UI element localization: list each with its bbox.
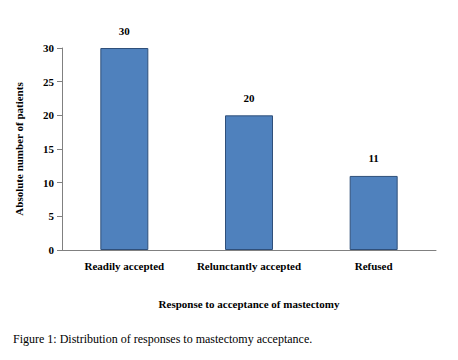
svg-text:Readily accepted: Readily accepted — [84, 260, 164, 272]
svg-text:15: 15 — [43, 143, 55, 155]
svg-text:30: 30 — [119, 25, 131, 37]
svg-text:Relunctantly accepted: Relunctantly accepted — [197, 260, 301, 272]
svg-text:Figure 1: Distribution of resp: Figure 1: Distribution of responses to m… — [13, 332, 312, 346]
svg-text:30: 30 — [43, 42, 55, 54]
svg-text:11: 11 — [368, 152, 378, 164]
svg-text:5: 5 — [49, 210, 55, 222]
svg-text:10: 10 — [43, 177, 55, 189]
svg-text:20: 20 — [43, 109, 55, 121]
svg-text:0: 0 — [49, 244, 55, 256]
svg-text:20: 20 — [244, 92, 256, 104]
svg-text:Response to acceptance of mast: Response to acceptance of mastectomy — [159, 298, 340, 310]
svg-text:25: 25 — [43, 76, 55, 88]
svg-text:Absolute number of patients: Absolute number of patients — [13, 82, 25, 216]
svg-text:Refused: Refused — [355, 260, 393, 272]
